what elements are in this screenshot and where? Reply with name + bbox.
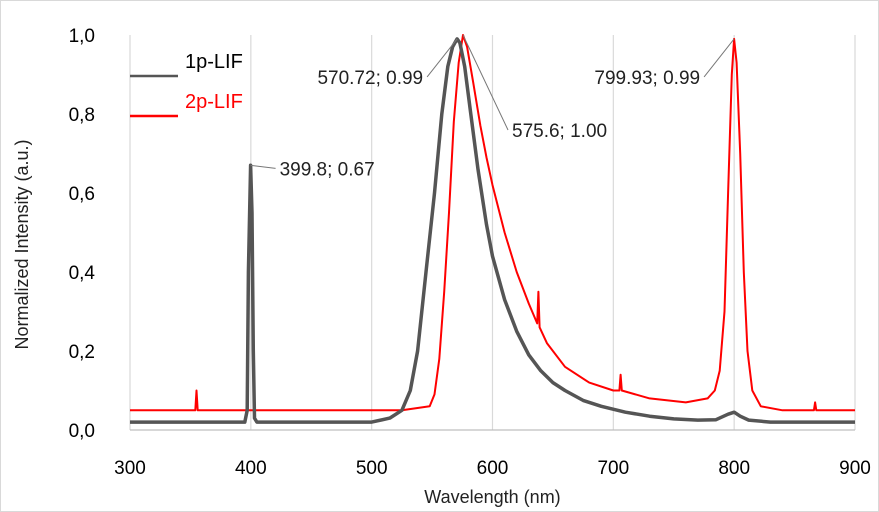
y-tick-label: 0,0 [69,421,95,442]
series-line-2p-lif [130,34,855,412]
x-tick-label: 500 [356,458,388,479]
gridlines [129,35,856,431]
data-annotations: 399.8; 0.67 570.72; 0.99 575.6; 1.00 799.93… [250,34,735,180]
x-tick-label: 900 [839,458,871,479]
series-lines [130,34,855,424]
annotation-leader [462,34,509,131]
y-tick-label: 0,4 [69,263,96,284]
y-tick-label: 1,0 [69,26,95,47]
annotation-leader [250,164,276,169]
y-tick-label: 0,2 [69,342,95,363]
annotation-label: 799.93; 0.99 [594,68,700,89]
y-axis-title: Normalized Intensity (a.u.) [12,139,32,349]
x-tick-label: 800 [718,458,750,479]
annotation-label: 575.6; 1.00 [512,121,607,142]
annotation-label: 570.72; 0.99 [317,68,423,89]
y-axis-ticks: 0,0 0,2 0,4 0,6 0,8 1,0 [69,26,96,442]
annotation-leader [703,38,735,78]
x-tick-label: 300 [114,458,146,479]
x-axis-ticks: 300 400 500 600 700 800 900 [114,458,871,479]
x-tick-label: 700 [597,458,629,479]
legend-label: 1p-LIF [185,51,243,73]
annotation-label: 399.8; 0.67 [280,159,375,180]
x-tick-label: 600 [477,458,509,479]
annotation-leader [426,38,458,78]
series-line-1p-lif [130,37,855,424]
legend-label: 2p-LIF [185,91,243,113]
y-tick-label: 0,6 [69,184,95,205]
legend: 1p-LIF 2p-LIF [130,51,243,118]
y-tick-label: 0,8 [69,105,95,126]
x-axis-title: Wavelength (nm) [424,487,560,507]
x-tick-label: 400 [235,458,267,479]
